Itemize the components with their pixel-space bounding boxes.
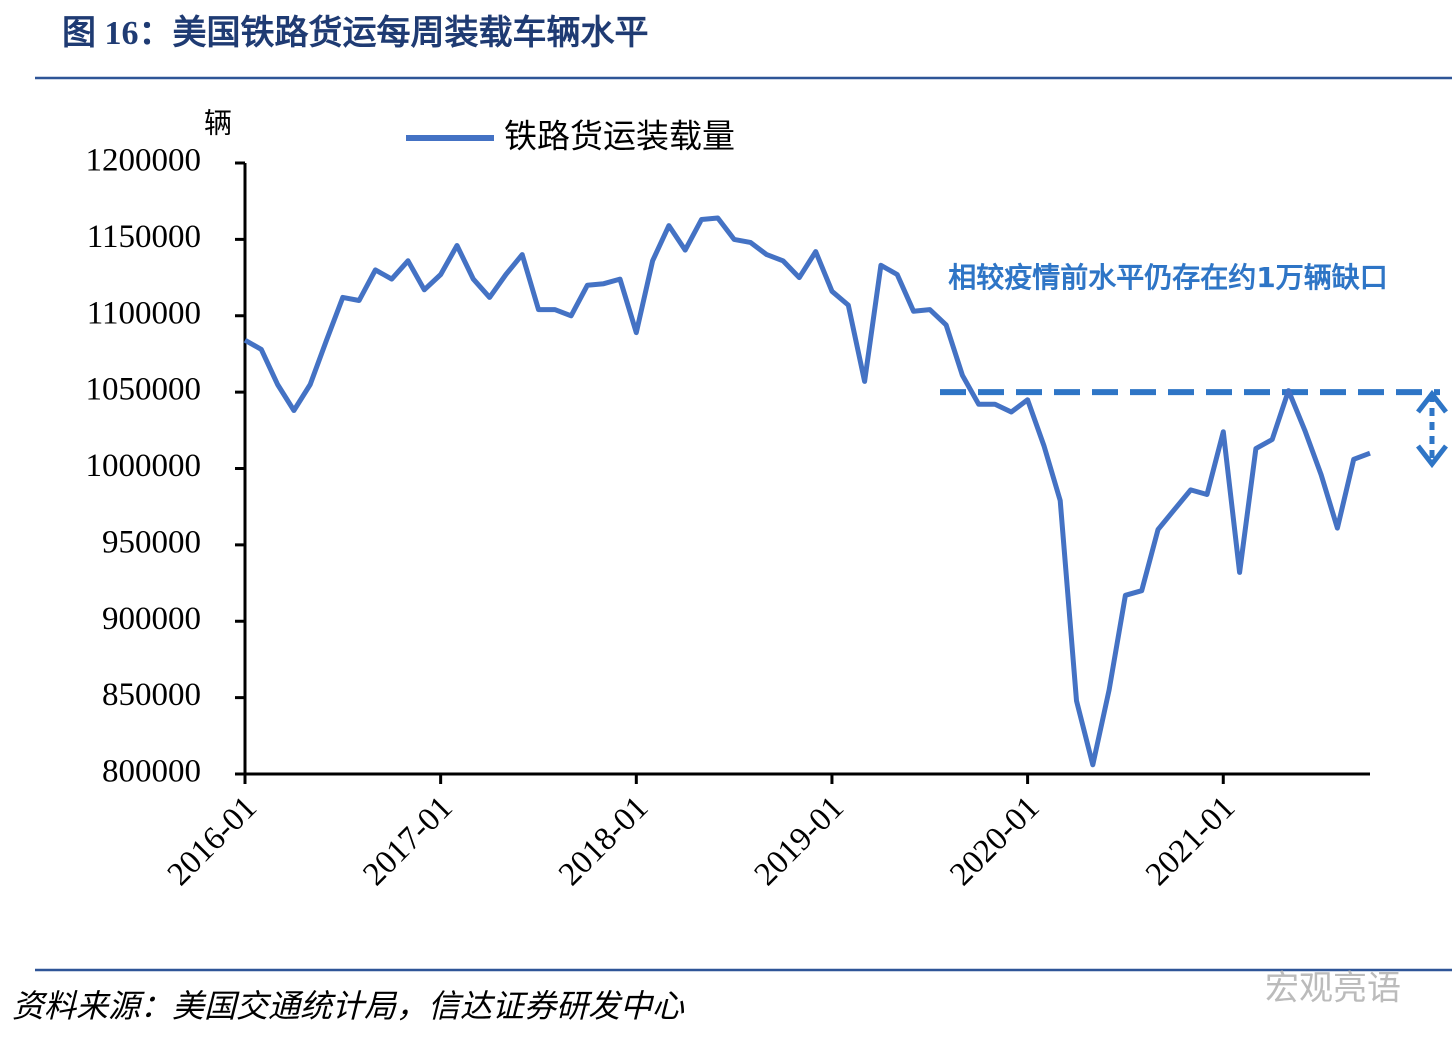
y-tick-label: 950000	[102, 524, 201, 560]
x-tick-label: 2018-01	[552, 790, 655, 893]
y-tick-label: 900000	[102, 601, 201, 637]
y-tick-label: 800000	[102, 754, 201, 790]
chart-title: 图 16：美国铁路货运每周装载车辆水平	[62, 14, 649, 52]
x-tick-label: 2016-01	[161, 790, 264, 893]
gap-arrow	[1416, 389, 1448, 469]
y-tick-label: 1200000	[86, 143, 202, 179]
legend-label: 铁路货运装载量	[504, 119, 735, 156]
y-tick-label: 1000000	[86, 448, 202, 484]
source: 资料来源：美国交通统计局，信达证券研发中心	[12, 987, 685, 1025]
watermark: 宏观亮语	[1265, 969, 1401, 1009]
x-tick-label: 2019-01	[748, 790, 851, 893]
annotation: 相较疫情前水平仍存在约1万辆缺口	[948, 261, 1387, 294]
series-line	[243, 215, 1371, 768]
y-tick-label: 850000	[102, 677, 201, 713]
y-axis-label: 辆	[204, 107, 232, 139]
x-tick-label: 2017-01	[356, 790, 459, 893]
x-tick-label: 2020-01	[943, 790, 1046, 893]
y-tick-label: 1050000	[86, 372, 202, 408]
y-tick-label: 1150000	[87, 219, 201, 255]
y-tick-label: 1100000	[87, 295, 201, 331]
x-tick-label: 2021-01	[1139, 790, 1242, 893]
